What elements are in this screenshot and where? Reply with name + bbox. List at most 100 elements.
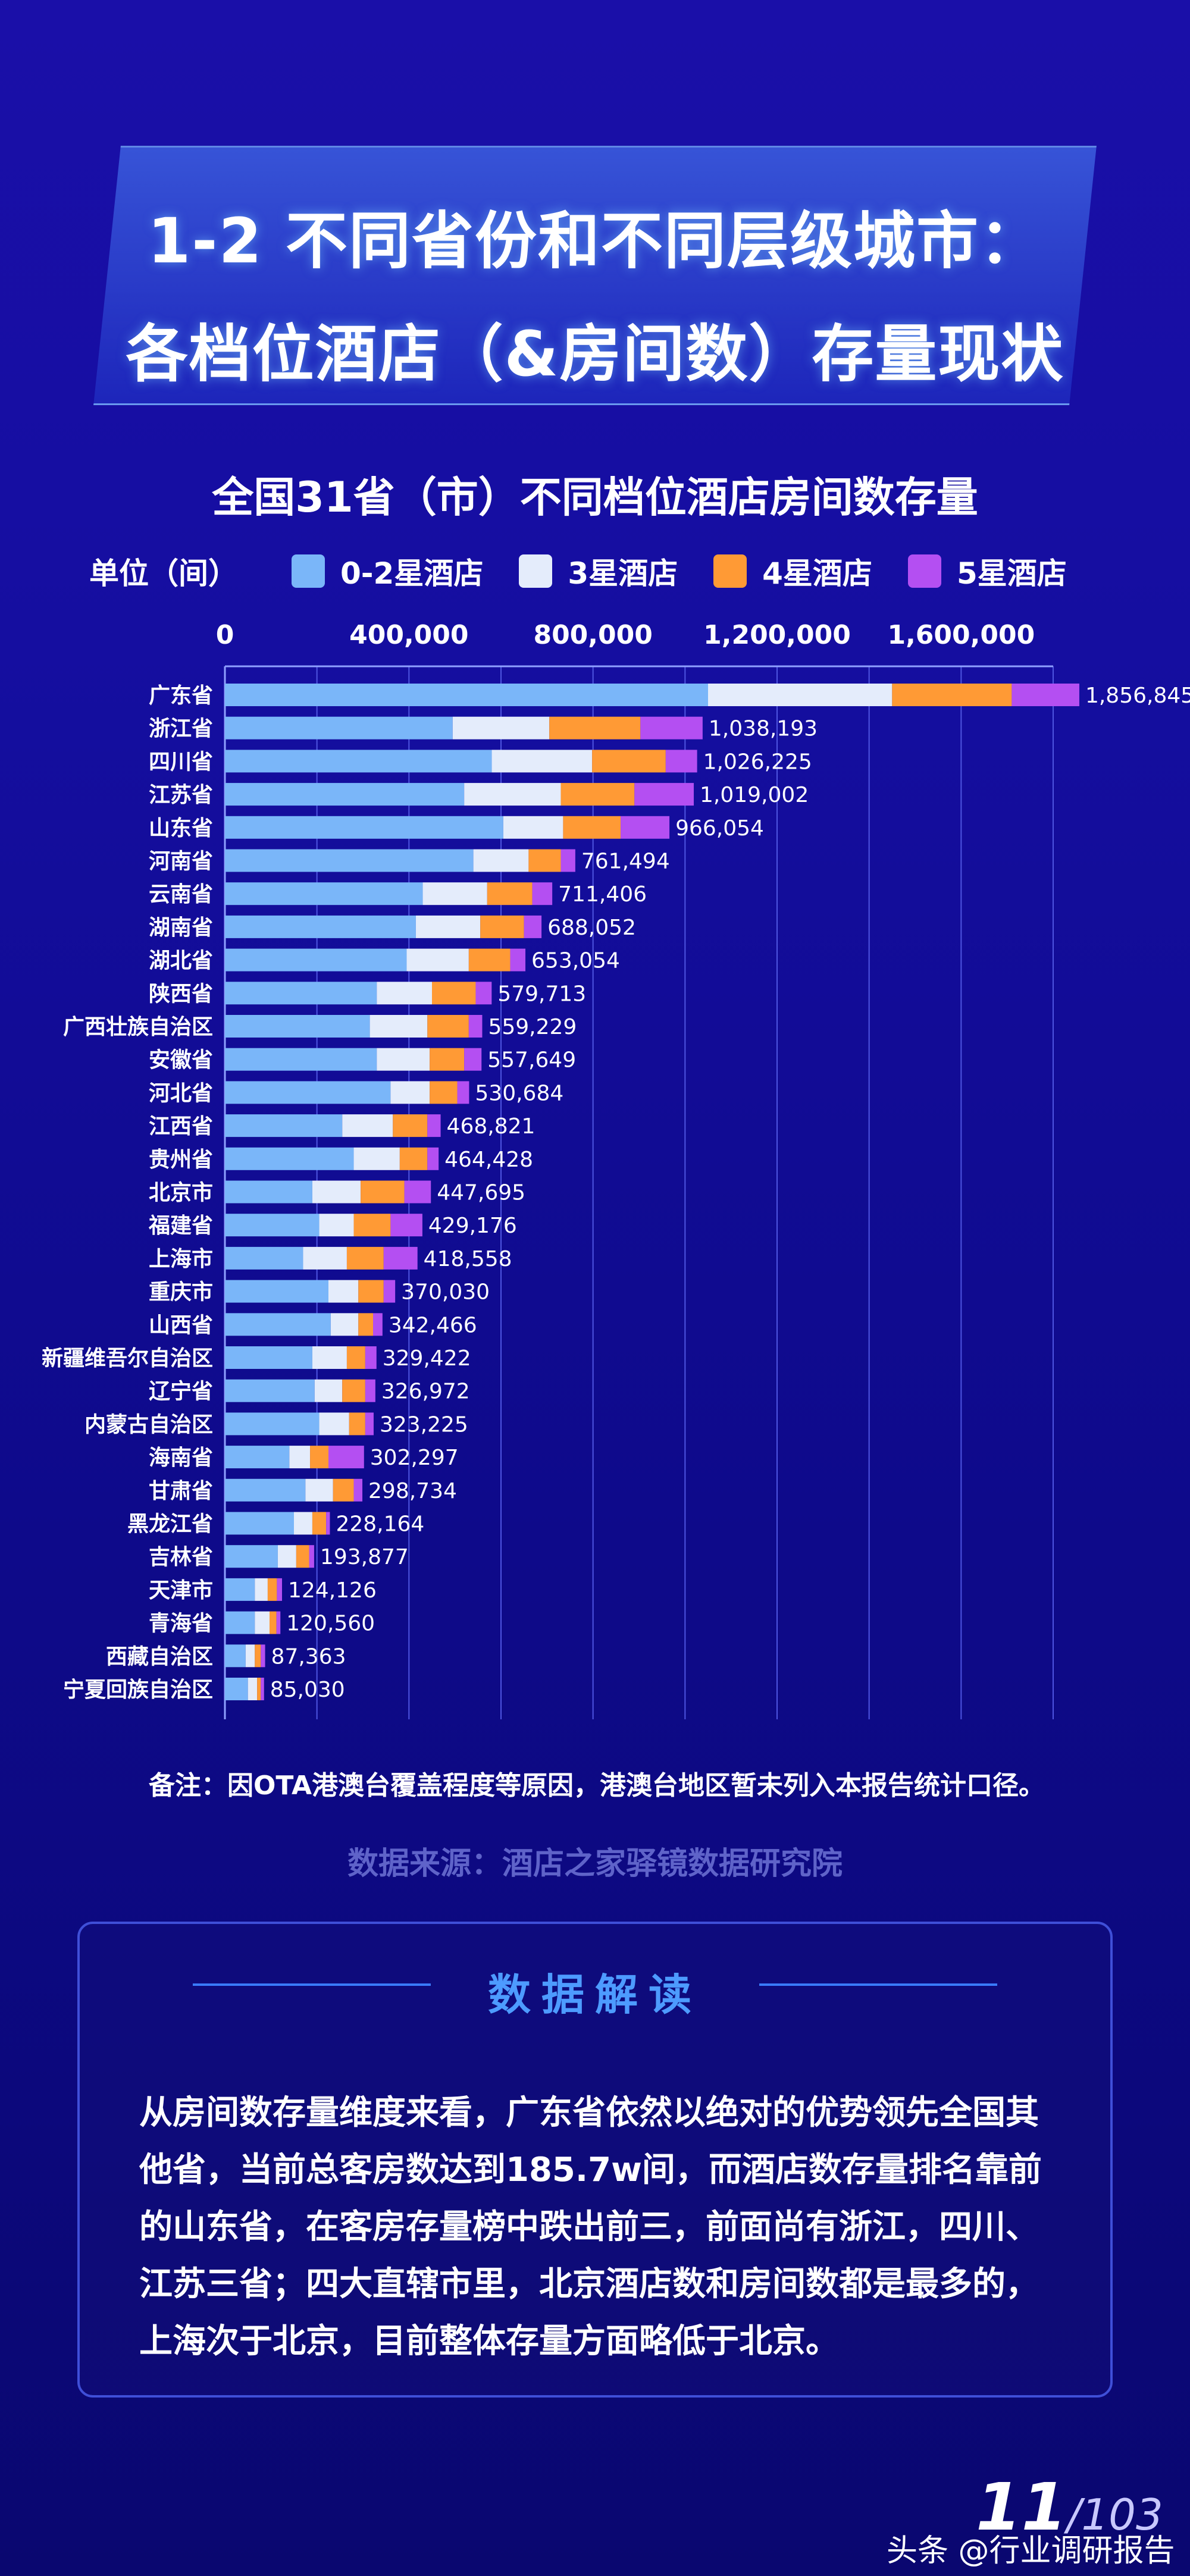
bar-segment [665,750,697,773]
x-tick-label: 800,000 [533,620,652,650]
bar-segment [346,1346,365,1369]
x-tick-label: 1,600,000 [887,620,1035,650]
bar-segment [225,783,465,806]
total-label: 653,054 [531,949,620,973]
total-label: 688,052 [547,916,636,940]
bar-segment [532,882,553,905]
x-tick-label: 400,000 [349,620,468,650]
total-label: 711,406 [558,882,647,907]
bar-segment [225,948,407,972]
bar-segment [708,684,892,706]
bar-segment [365,1412,374,1436]
bar-segment [225,1246,303,1270]
bar-segment [491,750,593,773]
bar-segment [328,1280,359,1303]
category-label: 天津市 [149,1578,213,1603]
bar-segment [892,684,1012,706]
total-label: 85,030 [270,1678,345,1702]
bar-segment [277,1578,282,1601]
interpretation-text: 从房间数存量维度来看，广东省依然以绝对的优势领先全国其他省，当前总客房数达到18… [139,2094,1042,2361]
total-label: 1,026,225 [703,750,812,774]
bar-segment [634,783,694,806]
bar-segment [225,882,423,905]
total-label: 579,713 [497,982,586,1006]
bar-segment [406,948,469,972]
category-label: 江西省 [149,1114,213,1139]
bar-segment [245,1644,255,1668]
bar-segment [225,684,708,706]
legend-item-0-2-star: 0-2星酒店 [292,550,483,593]
category-label: 新疆维吾尔自治区 [42,1346,213,1371]
x-tick-label: 1,200,000 [703,620,851,650]
category-label: 内蒙古自治区 [84,1412,213,1437]
bar-segment [277,1545,296,1568]
bar-segment [225,1545,278,1568]
bar-segment [319,1214,354,1237]
category-label: 安徽省 [149,1048,213,1073]
bar-segment [427,1114,441,1137]
bar-segment [524,915,542,938]
bar-segment [255,1611,270,1634]
category-label: 广东省 [149,684,213,708]
bar-segment [430,1081,458,1104]
bar-segment [305,1478,333,1502]
total-label: 342,466 [389,1313,477,1337]
legend-swatch-4-star [713,554,747,588]
bar-segment [468,1015,483,1038]
legend-label-5-star: 5星酒店 [956,556,1067,591]
bar-segment [328,1446,364,1469]
category-label: 甘肃省 [149,1479,213,1503]
bar-segment [270,1611,277,1634]
bar-segment [468,948,511,972]
total-label: 326,972 [381,1380,470,1404]
bar-segment [373,1313,383,1336]
stacked-bar-chart: 0 400,000 800,000 1,200,000 1,600,000 广东省 1,85… [42,620,1190,1719]
bar-segment [353,1214,391,1237]
bar-segment [365,1379,375,1402]
total-label: 87,363 [271,1644,346,1669]
category-label: 北京市 [149,1180,213,1205]
total-label: 557,649 [487,1048,576,1073]
category-label: 黑龙江省 [127,1512,213,1537]
bar-segment [267,1578,277,1601]
total-label: 370,030 [401,1280,490,1305]
legend-swatch-0-2-star [292,554,325,588]
bar-segment [452,716,550,739]
bar-segment [383,1246,418,1270]
category-label: 河南省 [149,850,213,874]
category-label: 广西壮族自治区 [63,1015,213,1039]
bar-segment [503,816,563,839]
bar-segment [342,1114,393,1137]
bar-segment [342,1379,365,1402]
bar-segment [404,1180,431,1204]
bar-segment [393,1114,428,1137]
total-label: 193,877 [320,1545,409,1569]
panel-divider-left [193,1983,431,1986]
bar-segment [294,1512,312,1535]
bar-segment [225,1048,377,1071]
bar-segment [225,1280,328,1303]
category-label: 湖北省 [149,949,213,973]
category-label: 贵州省 [149,1148,213,1172]
bar-segment [303,1246,347,1270]
legend-label-4-star: 4星酒店 [762,556,872,591]
bar-segment [225,716,453,739]
total-label: 418,558 [424,1247,512,1271]
bar-segment [640,716,703,739]
bar-segment [326,1512,330,1535]
bar-segment [333,1478,354,1502]
category-label: 四川省 [149,750,213,774]
bar-segment [255,1644,261,1668]
bar-segment [399,1147,428,1170]
bar-segment [261,1678,264,1700]
legend-swatch-5-star [907,554,941,588]
category-label: 陕西省 [149,982,213,1006]
bar-segment [365,1346,377,1369]
bar-segment [621,816,670,839]
chart-legend: 单位（间） 0-2星酒店 3星酒店 4星酒店 5星酒店 [89,550,1130,592]
chart-title: 全国31省（市）不同档位酒店房间数存量 [212,473,978,522]
bar-segment [225,1147,354,1170]
page-title-line-2: 各档位酒店（&房间数）存量现状 [126,318,1064,390]
total-label: 323,225 [380,1412,468,1437]
total-label: 124,126 [288,1578,377,1603]
